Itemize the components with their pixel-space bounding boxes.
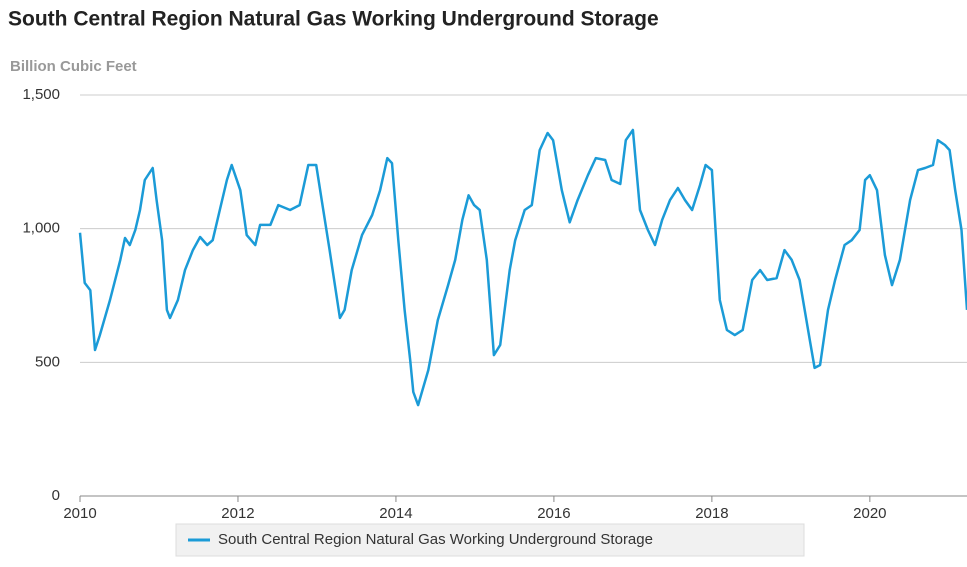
y-tick-label: 500 [35, 353, 60, 370]
y-tick-label: 0 [52, 487, 60, 504]
series-line [78, 128, 967, 407]
x-tick-label: 2020 [853, 505, 886, 522]
x-tick-label: 2010 [63, 505, 96, 522]
x-tick-label: 2016 [537, 505, 570, 522]
legend-box [175, 523, 805, 557]
chart-title: South Central Region Natural Gas Working… [8, 8, 659, 31]
legend-label: South Central Region Natural Gas Working… [218, 531, 653, 548]
x-tick-label: 2014 [379, 505, 412, 522]
y-tick-label: 1,500 [22, 86, 60, 103]
y-tick-label: 1,000 [22, 220, 60, 237]
x-tick-label: 2018 [695, 505, 728, 522]
y-axis-label: Billion Cubic Feet [10, 58, 137, 75]
x-tick-label: 2012 [221, 505, 254, 522]
